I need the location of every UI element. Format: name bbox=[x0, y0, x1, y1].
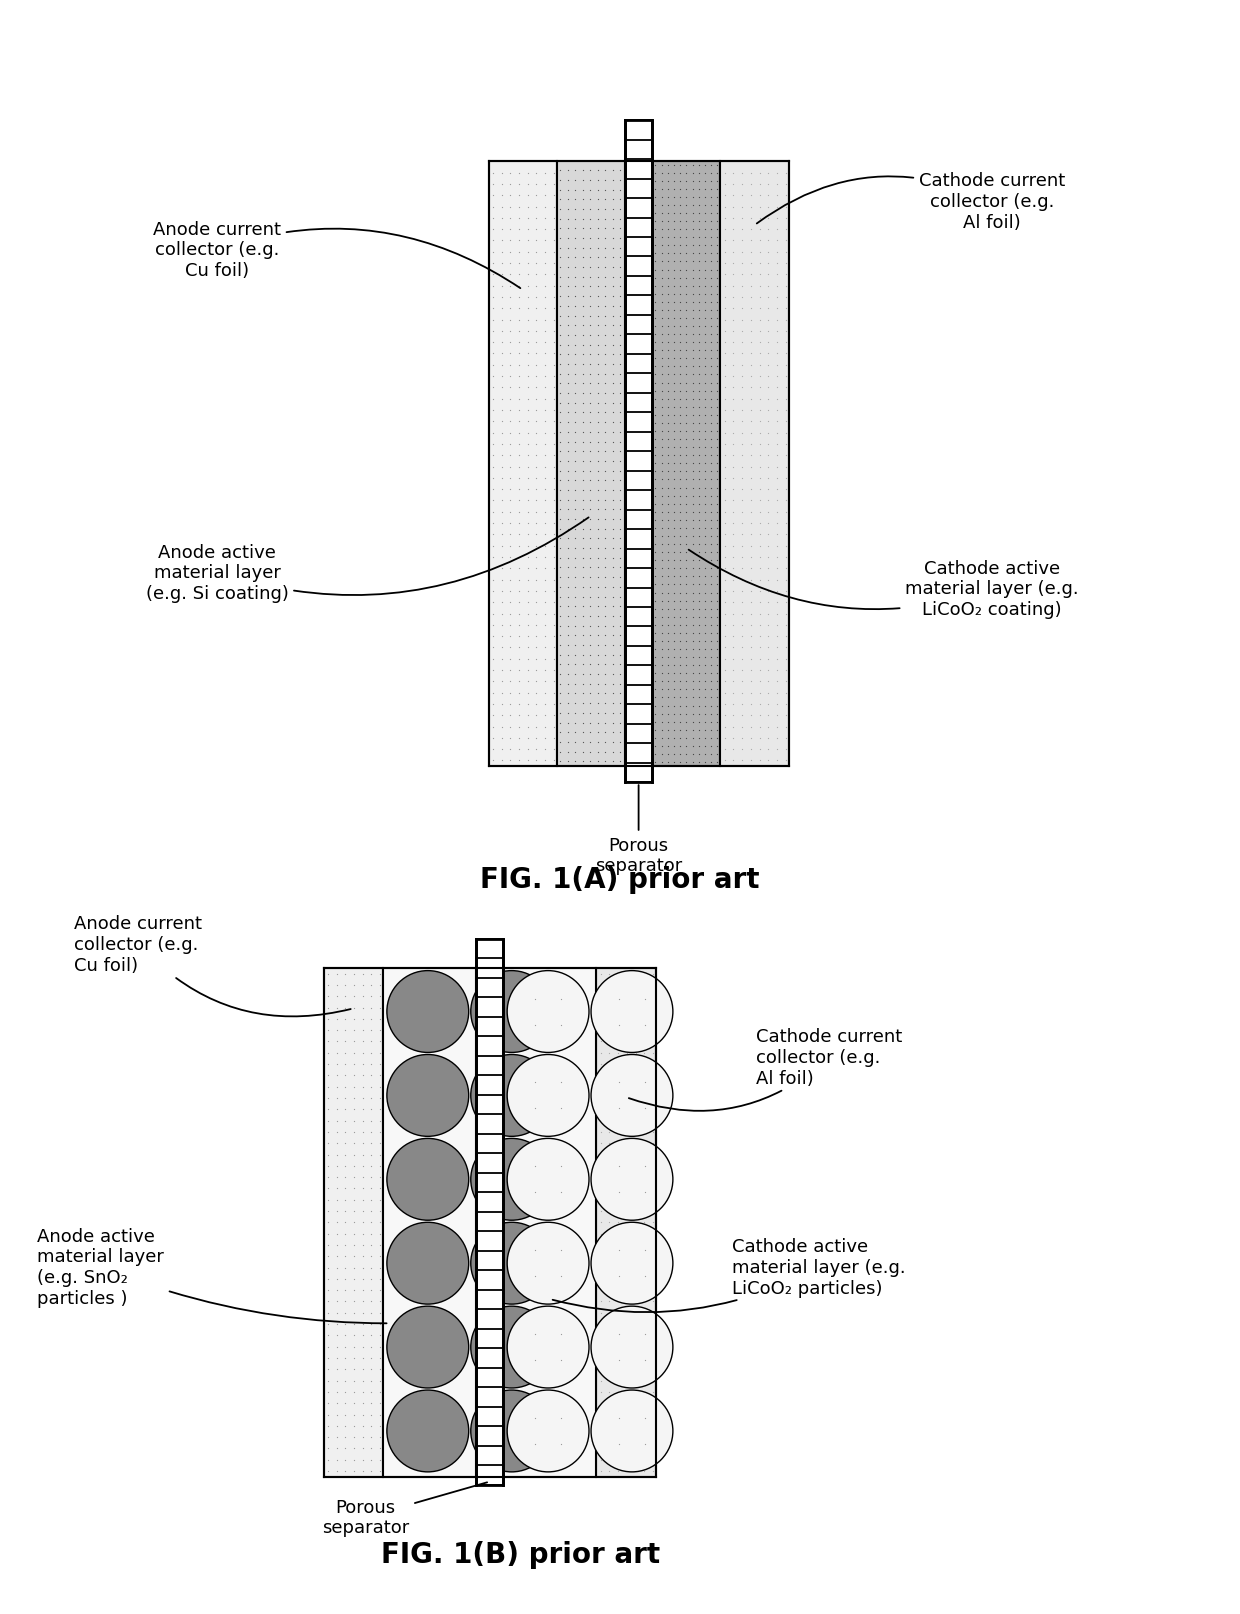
Ellipse shape bbox=[387, 1390, 469, 1472]
Ellipse shape bbox=[387, 1306, 469, 1388]
Ellipse shape bbox=[387, 972, 469, 1052]
Ellipse shape bbox=[507, 972, 589, 1052]
Text: FIG. 1(A) prior art: FIG. 1(A) prior art bbox=[480, 865, 760, 894]
Bar bbox=[596, 968, 656, 1477]
Ellipse shape bbox=[387, 1138, 469, 1220]
Ellipse shape bbox=[507, 1222, 589, 1304]
Ellipse shape bbox=[507, 1306, 589, 1388]
Text: Anode current
collector (e.g.
Cu foil): Anode current collector (e.g. Cu foil) bbox=[74, 915, 351, 1017]
Ellipse shape bbox=[471, 1138, 553, 1220]
Bar bbox=[324, 968, 383, 1477]
Bar bbox=[625, 121, 652, 783]
Bar bbox=[503, 968, 596, 1477]
Bar bbox=[652, 161, 720, 767]
Text: Anode active
material layer
(e.g. Si coating): Anode active material layer (e.g. Si coa… bbox=[145, 518, 589, 602]
Ellipse shape bbox=[591, 1138, 673, 1220]
Text: Porous
separator: Porous separator bbox=[322, 1482, 487, 1537]
Bar bbox=[720, 161, 789, 767]
Text: Anode active
material layer
(e.g. SnO₂
particles ): Anode active material layer (e.g. SnO₂ p… bbox=[37, 1227, 387, 1323]
Bar bbox=[476, 939, 503, 1485]
Text: FIG. 1(B) prior art: FIG. 1(B) prior art bbox=[381, 1540, 661, 1569]
Ellipse shape bbox=[507, 1390, 589, 1472]
Text: Cathode current
collector (e.g.
Al foil): Cathode current collector (e.g. Al foil) bbox=[629, 1028, 903, 1110]
Text: Cathode current
collector (e.g.
Al foil): Cathode current collector (e.g. Al foil) bbox=[756, 173, 1065, 231]
Text: Cathode active
material layer (e.g.
LiCoO₂ particles): Cathode active material layer (e.g. LiCo… bbox=[553, 1238, 905, 1312]
Bar bbox=[383, 968, 476, 1477]
Ellipse shape bbox=[591, 1222, 673, 1304]
Ellipse shape bbox=[591, 1056, 673, 1136]
Ellipse shape bbox=[507, 1056, 589, 1136]
Text: Anode current
collector (e.g.
Cu foil): Anode current collector (e.g. Cu foil) bbox=[153, 221, 521, 289]
Bar bbox=[489, 161, 557, 767]
Ellipse shape bbox=[591, 1306, 673, 1388]
Ellipse shape bbox=[387, 1056, 469, 1136]
Ellipse shape bbox=[471, 972, 553, 1052]
Ellipse shape bbox=[507, 1138, 589, 1220]
Ellipse shape bbox=[471, 1056, 553, 1136]
Ellipse shape bbox=[471, 1306, 553, 1388]
Ellipse shape bbox=[591, 1390, 673, 1472]
Ellipse shape bbox=[471, 1390, 553, 1472]
Bar bbox=[557, 161, 625, 767]
Ellipse shape bbox=[471, 1222, 553, 1304]
Ellipse shape bbox=[387, 1222, 469, 1304]
Ellipse shape bbox=[591, 972, 673, 1052]
Text: Porous
separator: Porous separator bbox=[595, 786, 682, 875]
Text: Cathode active
material layer (e.g.
LiCoO₂ coating): Cathode active material layer (e.g. LiCo… bbox=[688, 550, 1079, 618]
